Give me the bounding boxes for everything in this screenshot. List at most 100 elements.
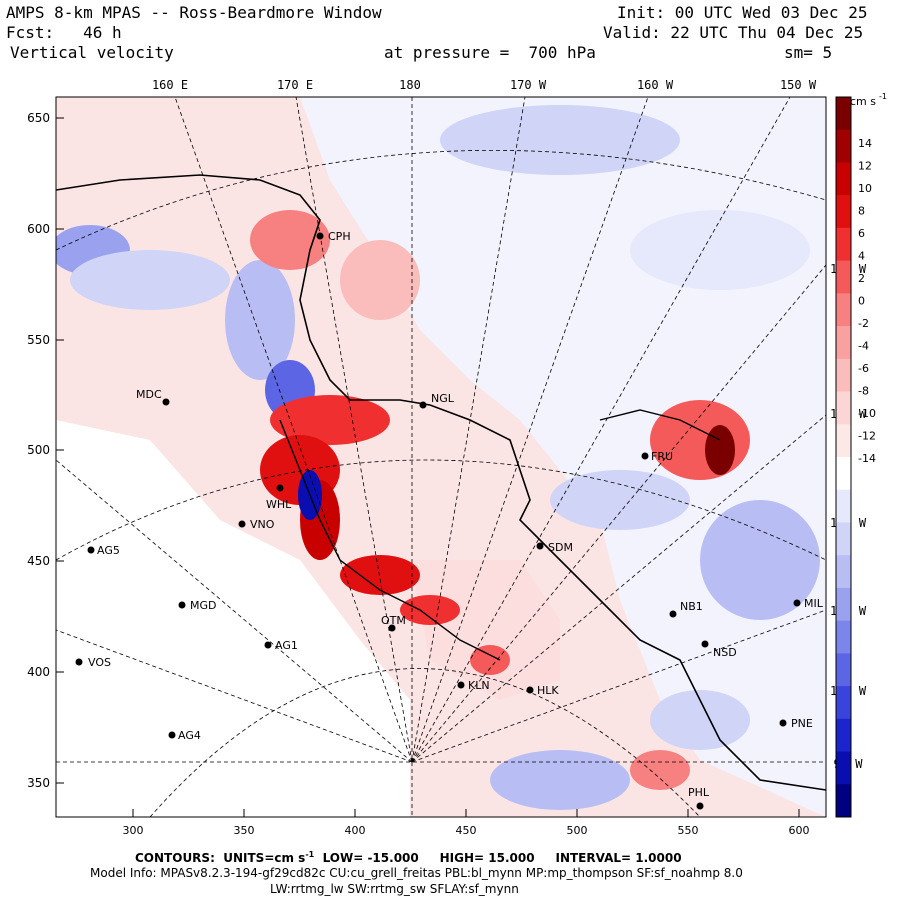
station-label: NB1: [680, 600, 703, 613]
station-label: MDC: [136, 388, 162, 401]
lon-label: 150 W: [780, 78, 817, 92]
colorbar-swatch: [836, 751, 851, 785]
station-phl: PHL: [688, 786, 710, 810]
colorbar-tick-label: -2: [858, 317, 869, 330]
fcst-value: 46 h: [83, 23, 122, 42]
updraft-patch: [270, 395, 390, 445]
marie-byrd-coast: [599, 409, 721, 441]
contours-label: CONTOURS:: [135, 851, 215, 865]
valid-time: Valid: 22 UTC Thu 04 Dec 25: [603, 23, 864, 42]
colorbar-swatch: [836, 457, 851, 491]
contours-units-exp: -1: [305, 850, 315, 859]
plot-frame: [55, 96, 827, 818]
contours-interval: INTERVAL= 1.0000: [555, 851, 682, 865]
forecast-hour: Fcst: 46 h: [6, 24, 122, 42]
map-title: AMPS 8-km MPAS -- Ross-Beardmore Window: [6, 3, 382, 22]
colorbar-swatch: [836, 718, 851, 753]
updraft-patch: [340, 555, 420, 595]
colorbar-swatch: [836, 326, 851, 360]
updraft-patch: [340, 240, 420, 320]
colorbar-swatch: [836, 260, 851, 294]
y-tick-label: 350: [27, 776, 50, 790]
station-pne: PNE: [779, 717, 813, 730]
tick-marks: [56, 117, 800, 817]
colorbar-units: cm s -1: [850, 92, 887, 108]
colorbar-swatch: [836, 162, 851, 196]
colorbar-swatch: [836, 784, 851, 818]
station-otm: OTM: [381, 614, 406, 632]
station-label: AG5: [97, 544, 120, 557]
station-vos: VOS: [75, 656, 111, 669]
x-tick-label: 600: [789, 824, 810, 837]
y-tick-label: 400: [27, 665, 50, 679]
colorbar-tick-label: 0: [858, 295, 865, 308]
velocity-field: [56, 97, 826, 817]
station-label: VOS: [88, 656, 111, 669]
station-label: AG4: [178, 729, 201, 742]
station-label: KLN: [468, 679, 490, 692]
calm-region: [56, 420, 410, 817]
updraft-patch: [470, 645, 510, 675]
downdraft-patch: [440, 105, 680, 175]
colorbar-tick-label: 4: [858, 250, 865, 263]
model-info-2: LW:rrtmg_lw SW:rrtmg_sw SFLAY:sf_mynn: [270, 882, 519, 896]
station-ngl: NGL: [419, 392, 455, 409]
lon-label: 170 W: [510, 78, 547, 92]
colorbar-tick-label: -8: [858, 385, 869, 398]
updraft-patch: [400, 595, 460, 625]
longitude-labels-top: 160 E 170 E 180 170 W 160 W 150 W: [152, 78, 817, 92]
transantarctic-mountains: [279, 419, 501, 661]
x-tick-label: 300: [123, 824, 144, 837]
x-tick-label: 550: [678, 824, 699, 837]
colorbar-tick-label: -4: [858, 340, 869, 353]
downdraft-patch: [550, 470, 690, 530]
colorbar-tick-label: 14: [858, 137, 872, 150]
colorbar-tick-label: 12: [858, 160, 872, 173]
station-label: SDM: [548, 541, 573, 554]
contours-high: HIGH= 15.000: [439, 851, 535, 865]
model-info: Model Info: MPASv8.2.3-194-gf29cd82c CU:…: [90, 866, 743, 880]
colorbar-swatch: [836, 522, 851, 556]
colorbar-swatch: [836, 391, 851, 425]
pressure-level: at pressure = 700 hPa: [384, 43, 596, 62]
x-tick-label: 500: [567, 824, 588, 837]
downdraft-patch: [700, 500, 820, 620]
station-sdm: SDM: [536, 541, 573, 554]
stations: CPH MDC NGL WHL VNO AG5 MGD AG1 VOS AG4 …: [75, 230, 824, 810]
station-label: MIL: [804, 597, 824, 610]
station-vno: VNO: [238, 518, 275, 531]
station-label: NSD: [713, 646, 737, 659]
smoothing: sm= 5: [784, 43, 833, 62]
colorbar-swatch: [836, 653, 851, 687]
x-tick-label: 350: [234, 824, 255, 837]
colorbar-swatch: [836, 555, 851, 589]
contours-info: CONTOURS: UNITS=cm s-1 LOW= -15.000 HIGH…: [135, 850, 682, 865]
station-ag1: AG1: [264, 639, 298, 652]
updraft-patch: [630, 750, 690, 790]
colorbar-tick-label: -10: [858, 407, 876, 420]
lon-label: 180: [399, 78, 421, 92]
downdraft-patch: [630, 210, 810, 290]
downdraft-patch: [650, 690, 750, 750]
downdraft-patch: [490, 750, 630, 810]
y-tick-label: 550: [27, 333, 50, 347]
colorbar-tick-label: 8: [858, 205, 865, 218]
y-tick-labels: 650 600 550 500 450 400 350: [27, 111, 50, 790]
downdraft-patch: [225, 260, 295, 380]
colorbar-swatch: [836, 97, 851, 131]
colorbar-tick-label: -6: [858, 362, 869, 375]
colorbar-units-exponent: -1: [879, 92, 887, 101]
station-label: CPH: [328, 230, 351, 243]
colorbar-units-label: cm s: [850, 95, 876, 108]
y-tick-label: 600: [27, 222, 50, 236]
updraft-patch: [250, 210, 330, 270]
lon-label: 170 E: [277, 78, 313, 92]
station-hlk: HLK: [526, 684, 559, 697]
init-time: Init: 00 UTC Wed 03 Dec 25: [617, 3, 868, 22]
station-label: PHL: [688, 786, 710, 799]
colorbar-swatch: [836, 424, 851, 458]
colorbar-tick-label: 2: [858, 272, 865, 285]
station-ag4: AG4: [168, 729, 201, 742]
contours-units: UNITS=cm s: [223, 851, 306, 865]
station-mil: MIL: [793, 597, 824, 610]
